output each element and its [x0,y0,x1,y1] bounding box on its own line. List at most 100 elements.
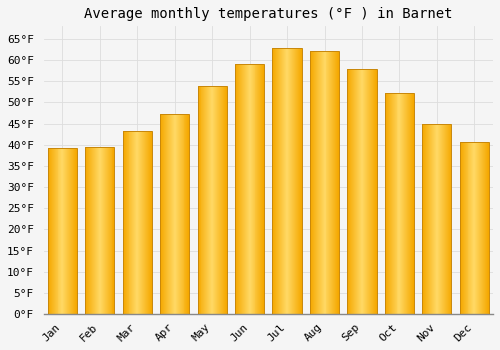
Bar [54,148,56,314]
Bar [254,63,256,314]
Bar [324,51,326,314]
Bar [289,48,290,314]
Bar [396,93,398,314]
Bar [50,148,51,314]
Bar [173,114,174,314]
Bar [148,131,149,314]
Bar [198,86,227,314]
Bar [432,125,433,314]
Bar [322,51,324,314]
Bar [310,51,339,314]
Bar [431,125,432,314]
Bar [361,69,362,314]
Bar [147,131,148,314]
Bar [91,147,92,314]
Bar [422,125,424,314]
Bar [48,148,77,314]
Bar [101,147,102,314]
Bar [392,93,394,314]
Bar [450,125,452,314]
Bar [479,142,480,314]
Bar [484,142,485,314]
Bar [281,48,282,314]
Bar [100,147,101,314]
Bar [169,114,170,314]
Bar [186,114,188,314]
Bar [422,125,452,314]
Bar [478,142,479,314]
Bar [151,131,152,314]
Bar [93,147,94,314]
Bar [429,125,430,314]
Bar [359,69,360,314]
Bar [298,48,299,314]
Bar [64,148,66,314]
Bar [136,131,138,314]
Bar [332,51,334,314]
Bar [398,93,400,314]
Bar [146,131,147,314]
Bar [60,148,62,314]
Bar [434,125,435,314]
Bar [235,63,264,314]
Bar [163,114,164,314]
Bar [468,142,469,314]
Bar [262,63,264,314]
Bar [206,86,208,314]
Bar [220,86,221,314]
Bar [482,142,483,314]
Bar [62,148,64,314]
Title: Average monthly temperatures (°F ) in Barnet: Average monthly temperatures (°F ) in Ba… [84,7,452,21]
Bar [240,63,241,314]
Bar [241,63,242,314]
Bar [164,114,165,314]
Bar [126,131,128,314]
Bar [252,63,254,314]
Bar [239,63,240,314]
Bar [481,142,482,314]
Bar [248,63,250,314]
Bar [338,51,339,314]
Bar [369,69,370,314]
Bar [387,93,388,314]
Bar [348,69,350,314]
Bar [250,63,252,314]
Bar [188,114,190,314]
Bar [335,51,336,314]
Bar [410,93,411,314]
Bar [213,86,214,314]
Bar [245,63,246,314]
Bar [284,48,285,314]
Bar [260,63,262,314]
Bar [365,69,366,314]
Bar [134,131,136,314]
Bar [170,114,171,314]
Bar [110,147,112,314]
Bar [282,48,283,314]
Bar [235,63,236,314]
Bar [480,142,481,314]
Bar [274,48,276,314]
Bar [367,69,368,314]
Bar [295,48,296,314]
Bar [466,142,468,314]
Bar [430,125,431,314]
Bar [145,131,146,314]
Bar [292,48,293,314]
Bar [409,93,410,314]
Bar [300,48,302,314]
Bar [89,147,90,314]
Bar [485,142,486,314]
Bar [122,131,152,314]
Bar [168,114,169,314]
Bar [313,51,314,314]
Bar [311,51,312,314]
Bar [348,69,376,314]
Bar [278,48,280,314]
Bar [70,148,71,314]
Bar [246,63,248,314]
Bar [171,114,172,314]
Bar [176,114,178,314]
Bar [95,147,96,314]
Bar [272,48,302,314]
